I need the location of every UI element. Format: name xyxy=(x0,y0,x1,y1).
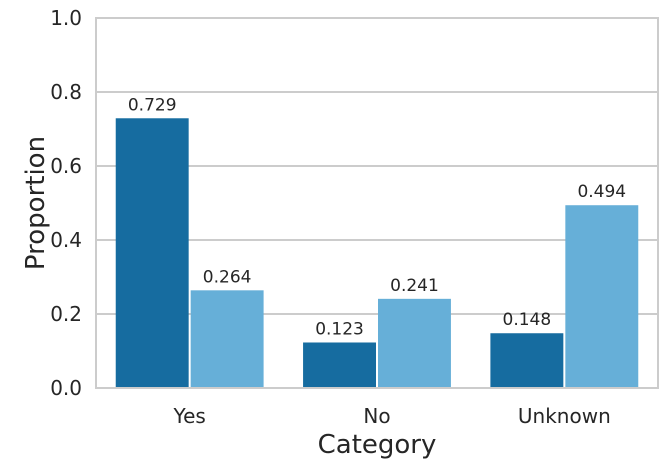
bars xyxy=(115,118,639,389)
x-tick-label: No xyxy=(363,404,390,428)
data-label: 0.264 xyxy=(203,267,252,287)
x-tick-label: Yes xyxy=(173,404,206,428)
bar xyxy=(565,205,639,388)
y-tick-label: 0.2 xyxy=(50,302,82,326)
bar xyxy=(115,118,189,389)
data-label: 0.729 xyxy=(128,95,177,115)
bar xyxy=(490,333,564,388)
data-label: 0.494 xyxy=(577,182,626,202)
y-tick-label: 0.8 xyxy=(50,80,82,104)
bar xyxy=(190,290,264,388)
y-tick-label: 0.6 xyxy=(50,154,82,178)
data-label: 0.123 xyxy=(315,319,364,339)
plot-frame xyxy=(95,17,659,389)
y-axis-title: Proportion xyxy=(21,136,51,270)
y-tick-label: 1.0 xyxy=(50,6,82,30)
x-tick-labels: Yes No Unknown xyxy=(173,404,611,428)
data-labels: 0.729 0.264 0.123 0.241 0.148 0.494 xyxy=(128,95,626,339)
y-tick-label: 0.4 xyxy=(50,228,82,252)
data-label: 0.241 xyxy=(390,276,439,296)
y-tick-labels: 0.0 0.2 0.4 0.6 0.8 1.0 xyxy=(50,6,82,400)
y-tick-label: 0.0 xyxy=(50,376,82,400)
bar xyxy=(303,342,376,388)
x-tick-label: Unknown xyxy=(518,404,611,428)
x-axis-title: Category xyxy=(318,430,437,460)
bar xyxy=(378,298,451,388)
data-label: 0.148 xyxy=(503,310,552,330)
